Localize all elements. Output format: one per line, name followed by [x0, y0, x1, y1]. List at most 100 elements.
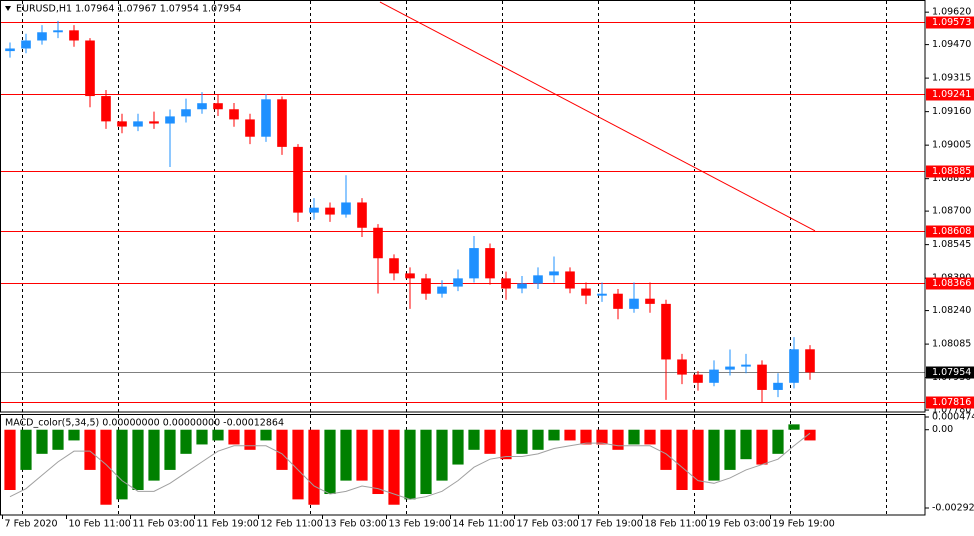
candle-body: [517, 283, 527, 289]
x-tick-label: 19 Feb 19:00: [773, 519, 835, 530]
level-label: 1.08366: [932, 278, 971, 289]
menu-arrow[interactable]: [5, 6, 11, 11]
candle-body: [5, 48, 15, 52]
macd-bar: [20, 429, 32, 470]
candle-body: [549, 271, 559, 276]
candle-body: [645, 298, 655, 304]
macd-bar: [356, 429, 368, 481]
x-tick-label: 10 Feb 11:00: [69, 519, 131, 530]
x-tick-label: 13 Feb 19:00: [389, 519, 451, 530]
trendline: [379, 1, 816, 232]
y-tick-label: 0.0004748: [932, 412, 974, 423]
price-frame: [0, 0, 926, 413]
y-tick-label: 0.00: [932, 424, 953, 435]
macd-bar: [372, 429, 384, 495]
macd-bar: [196, 429, 208, 445]
macd-bar: [100, 429, 112, 505]
y-tick-label: 1.09470: [932, 39, 971, 50]
x-tick-label: 11 Feb 19:00: [197, 519, 259, 530]
candle-body: [629, 298, 639, 309]
x-tick-label: 17 Feb 03:00: [517, 519, 579, 530]
candle-body: [21, 40, 31, 49]
candle-body: [101, 96, 111, 122]
x-tick-label: 11 Feb 03:00: [133, 519, 195, 530]
level-label-bg: [926, 165, 974, 178]
chart-title: EURUSD,H1 1.07964 1.07967 1.07954 1.0795…: [16, 4, 241, 15]
macd-bar: [404, 429, 416, 500]
macd-bar: [212, 429, 224, 441]
macd-bar: [4, 429, 16, 490]
candle-body: [581, 288, 591, 296]
level-label-bg: [926, 396, 974, 409]
price-label: 1.07954: [932, 367, 971, 378]
level-label-bg: [926, 225, 974, 238]
macd-bar: [388, 429, 400, 505]
y-tick-label: 1.09005: [932, 140, 971, 151]
macd-bar: [180, 429, 192, 454]
y-tick-label: 1.09315: [932, 73, 971, 84]
candle-body: [757, 364, 767, 390]
macd-bar: [660, 429, 672, 470]
x-tick-label: 14 Feb 11:00: [453, 519, 515, 530]
candle-body: [565, 271, 575, 289]
macd-bar: [772, 429, 784, 454]
candle-body: [37, 32, 47, 41]
level-label: 1.09241: [932, 89, 971, 100]
candle-body: [53, 30, 63, 33]
macd-bar: [500, 429, 512, 460]
macd-bar: [132, 429, 144, 490]
x-tick-label: 19 Feb 03:00: [709, 519, 771, 530]
macd-bar: [468, 429, 480, 450]
macd-bar: [36, 429, 48, 454]
x-tick-label: 17 Feb 19:00: [581, 519, 643, 530]
macd-bar: [644, 429, 656, 445]
macd-bar: [484, 429, 496, 454]
y-tick-label: 1.09620: [932, 7, 971, 18]
macd-bar: [788, 424, 800, 430]
candle-body: [677, 359, 687, 375]
x-tick-label: 18 Feb 11:00: [645, 519, 707, 530]
level-label: 1.09573: [932, 17, 971, 28]
candle-body: [181, 109, 191, 117]
macd-bar: [228, 429, 240, 445]
macd-bar: [276, 429, 288, 470]
candle-body: [453, 278, 463, 287]
candle-body: [773, 382, 783, 390]
macd-bar: [116, 429, 128, 500]
macd-frame: [0, 414, 926, 516]
candle-body: [277, 99, 287, 147]
candle-body: [741, 364, 751, 367]
level-label: 1.08885: [932, 166, 971, 177]
candle-body: [117, 121, 127, 127]
y-tick-label: -0.002922: [932, 503, 974, 514]
candle-body: [69, 30, 79, 41]
macd-bar: [532, 429, 544, 450]
macd-bar: [692, 429, 704, 490]
level-label: 1.08608: [932, 226, 971, 237]
candle-body: [405, 273, 415, 279]
x-tick-label: 7 Feb 2020: [5, 519, 58, 530]
candle-body: [501, 278, 511, 289]
candle-body: [597, 293, 607, 296]
candle-body: [789, 349, 799, 383]
macd-bar: [804, 429, 816, 441]
macd-bar: [436, 429, 448, 481]
macd-bar: [68, 429, 80, 441]
macd-bar: [676, 429, 688, 490]
macd-bar: [628, 429, 640, 445]
axes: 7 Feb 2020 10 Feb 11:00 11 Feb 03:00 11 Feb…: [2, 7, 974, 530]
candle-body: [725, 366, 735, 370]
macd-bar: [52, 429, 64, 450]
candle-body: [693, 374, 703, 383]
signal-line: [9, 432, 811, 500]
candle-body: [709, 369, 719, 383]
y-tick-label: 1.08850: [932, 173, 971, 184]
macd-bar: [164, 429, 176, 470]
candle-body: [309, 207, 319, 213]
macd-panel: [4, 424, 816, 505]
macd-bar: [452, 429, 464, 465]
macd-bar: [516, 429, 528, 454]
candle-body: [229, 109, 239, 120]
candle-body: [533, 275, 543, 284]
